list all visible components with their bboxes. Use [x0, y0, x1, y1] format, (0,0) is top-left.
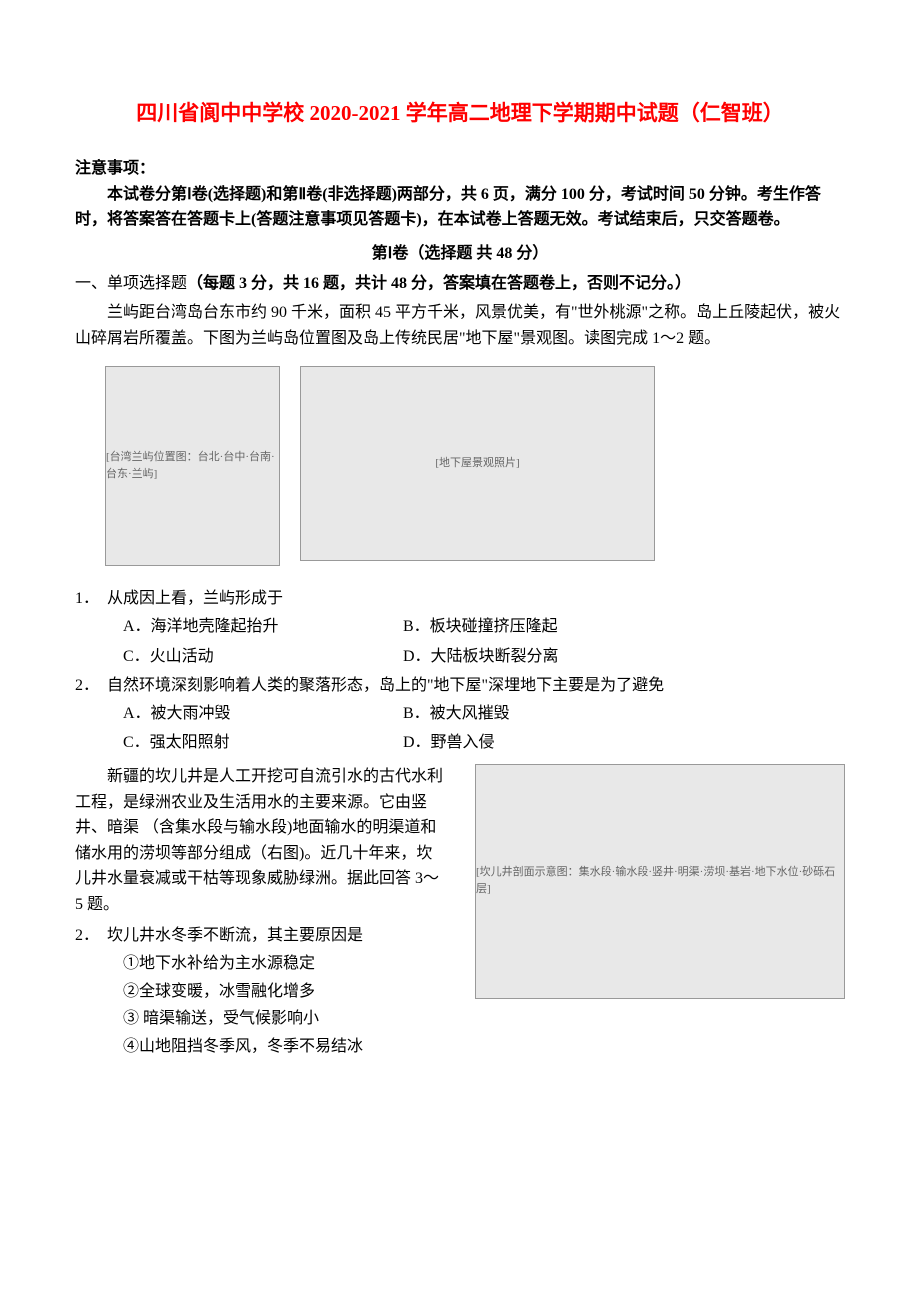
subheader-plain: 一、单项选择题	[75, 275, 187, 292]
q1-option-c: C．火山活动	[123, 644, 403, 670]
q2-options-row2: C．强太阳照射 D．野兽入侵	[75, 730, 845, 756]
q3-text: 坎儿井水冬季不断流，其主要原因是	[107, 923, 363, 949]
notice-body: 本试卷分第Ⅰ卷(选择题)和第Ⅱ卷(非选择题)两部分，共 6 页，满分 100 分…	[75, 182, 845, 233]
subheader-bold: （每题 3 分，共 16 题，共计 48 分，答案填在答题卷上，否则不记分。）	[187, 275, 691, 292]
q3-number: 2．	[75, 923, 107, 949]
q2-options-row1: A．被大雨冲毁 B．被大风摧毁	[75, 701, 845, 727]
q1-options-row2: C．火山活动 D．大陆板块断裂分离	[75, 644, 845, 670]
passage-2: 新疆的坎儿井是人工开挖可自流引水的古代水利工程，是绿洲农业及生活用水的主要来源。…	[75, 764, 445, 918]
question-3: 2． 坎儿井水冬季不断流，其主要原因是	[75, 923, 445, 949]
q2-option-b: B．被大风摧毁	[403, 701, 845, 727]
q1-text: 从成因上看，兰屿形成于	[107, 586, 283, 612]
passage-1: 兰屿距台湾岛台东市约 90 千米，面积 45 平方千米，风景优美，有"世外桃源"…	[75, 300, 845, 351]
section-1-header: 第Ⅰ卷（选择题 共 48 分）	[75, 241, 845, 267]
exam-title: 四川省阆中中学校 2020-2021 学年高二地理下学期期中试题（仁智班）	[75, 90, 845, 136]
passage-2-section: [坎儿井剖面示意图：集水段·输水段·竖井·明渠·涝坝·基岩·地下水位·砂砾石层]…	[75, 764, 845, 1060]
q2-text: 自然环境深刻影响着人类的聚落形态，岛上的"地下屋"深埋地下主要是为了避免	[107, 673, 664, 699]
q2-option-c: C．强太阳照射	[123, 730, 403, 756]
q2-option-a: A．被大雨冲毁	[123, 701, 403, 727]
q3-option-3: ③ 暗渠输送，受气候影响小	[75, 1006, 445, 1032]
q1-number: 1．	[75, 586, 107, 612]
q3-option-4: ④山地阻挡冬季风，冬季不易结冰	[75, 1034, 445, 1060]
question-1: 1． 从成因上看，兰屿形成于	[75, 586, 845, 612]
question-2: 2． 自然环境深刻影响着人类的聚落形态，岛上的"地下屋"深埋地下主要是为了避免	[75, 673, 845, 699]
taiwan-map-image: [台湾兰屿位置图：台北·台中·台南·台东·兰屿]	[105, 366, 280, 566]
q1-options-row1: A．海洋地壳隆起抬升 B．板块碰撞挤压隆起	[75, 614, 845, 640]
q1-option-d: D．大陆板块断裂分离	[403, 644, 845, 670]
images-row-1: [台湾兰屿位置图：台北·台中·台南·台东·兰屿] [地下屋景观照片]	[105, 366, 845, 566]
notice-header: 注意事项：	[75, 156, 845, 182]
q3-option-2: ②全球变暖，冰雪融化增多	[75, 979, 445, 1005]
q2-option-d: D．野兽入侵	[403, 730, 845, 756]
q2-number: 2．	[75, 673, 107, 699]
section-1-subheader: 一、单项选择题（每题 3 分，共 16 题，共计 48 分，答案填在答题卷上，否…	[75, 271, 845, 297]
q1-option-b: B．板块碰撞挤压隆起	[403, 614, 845, 640]
q3-option-1: ①地下水补给为主水源稳定	[75, 951, 445, 977]
q1-option-a: A．海洋地壳隆起抬升	[123, 614, 403, 640]
underground-house-photo: [地下屋景观照片]	[300, 366, 655, 561]
karez-diagram-image: [坎儿井剖面示意图：集水段·输水段·竖井·明渠·涝坝·基岩·地下水位·砂砾石层]	[475, 764, 845, 999]
